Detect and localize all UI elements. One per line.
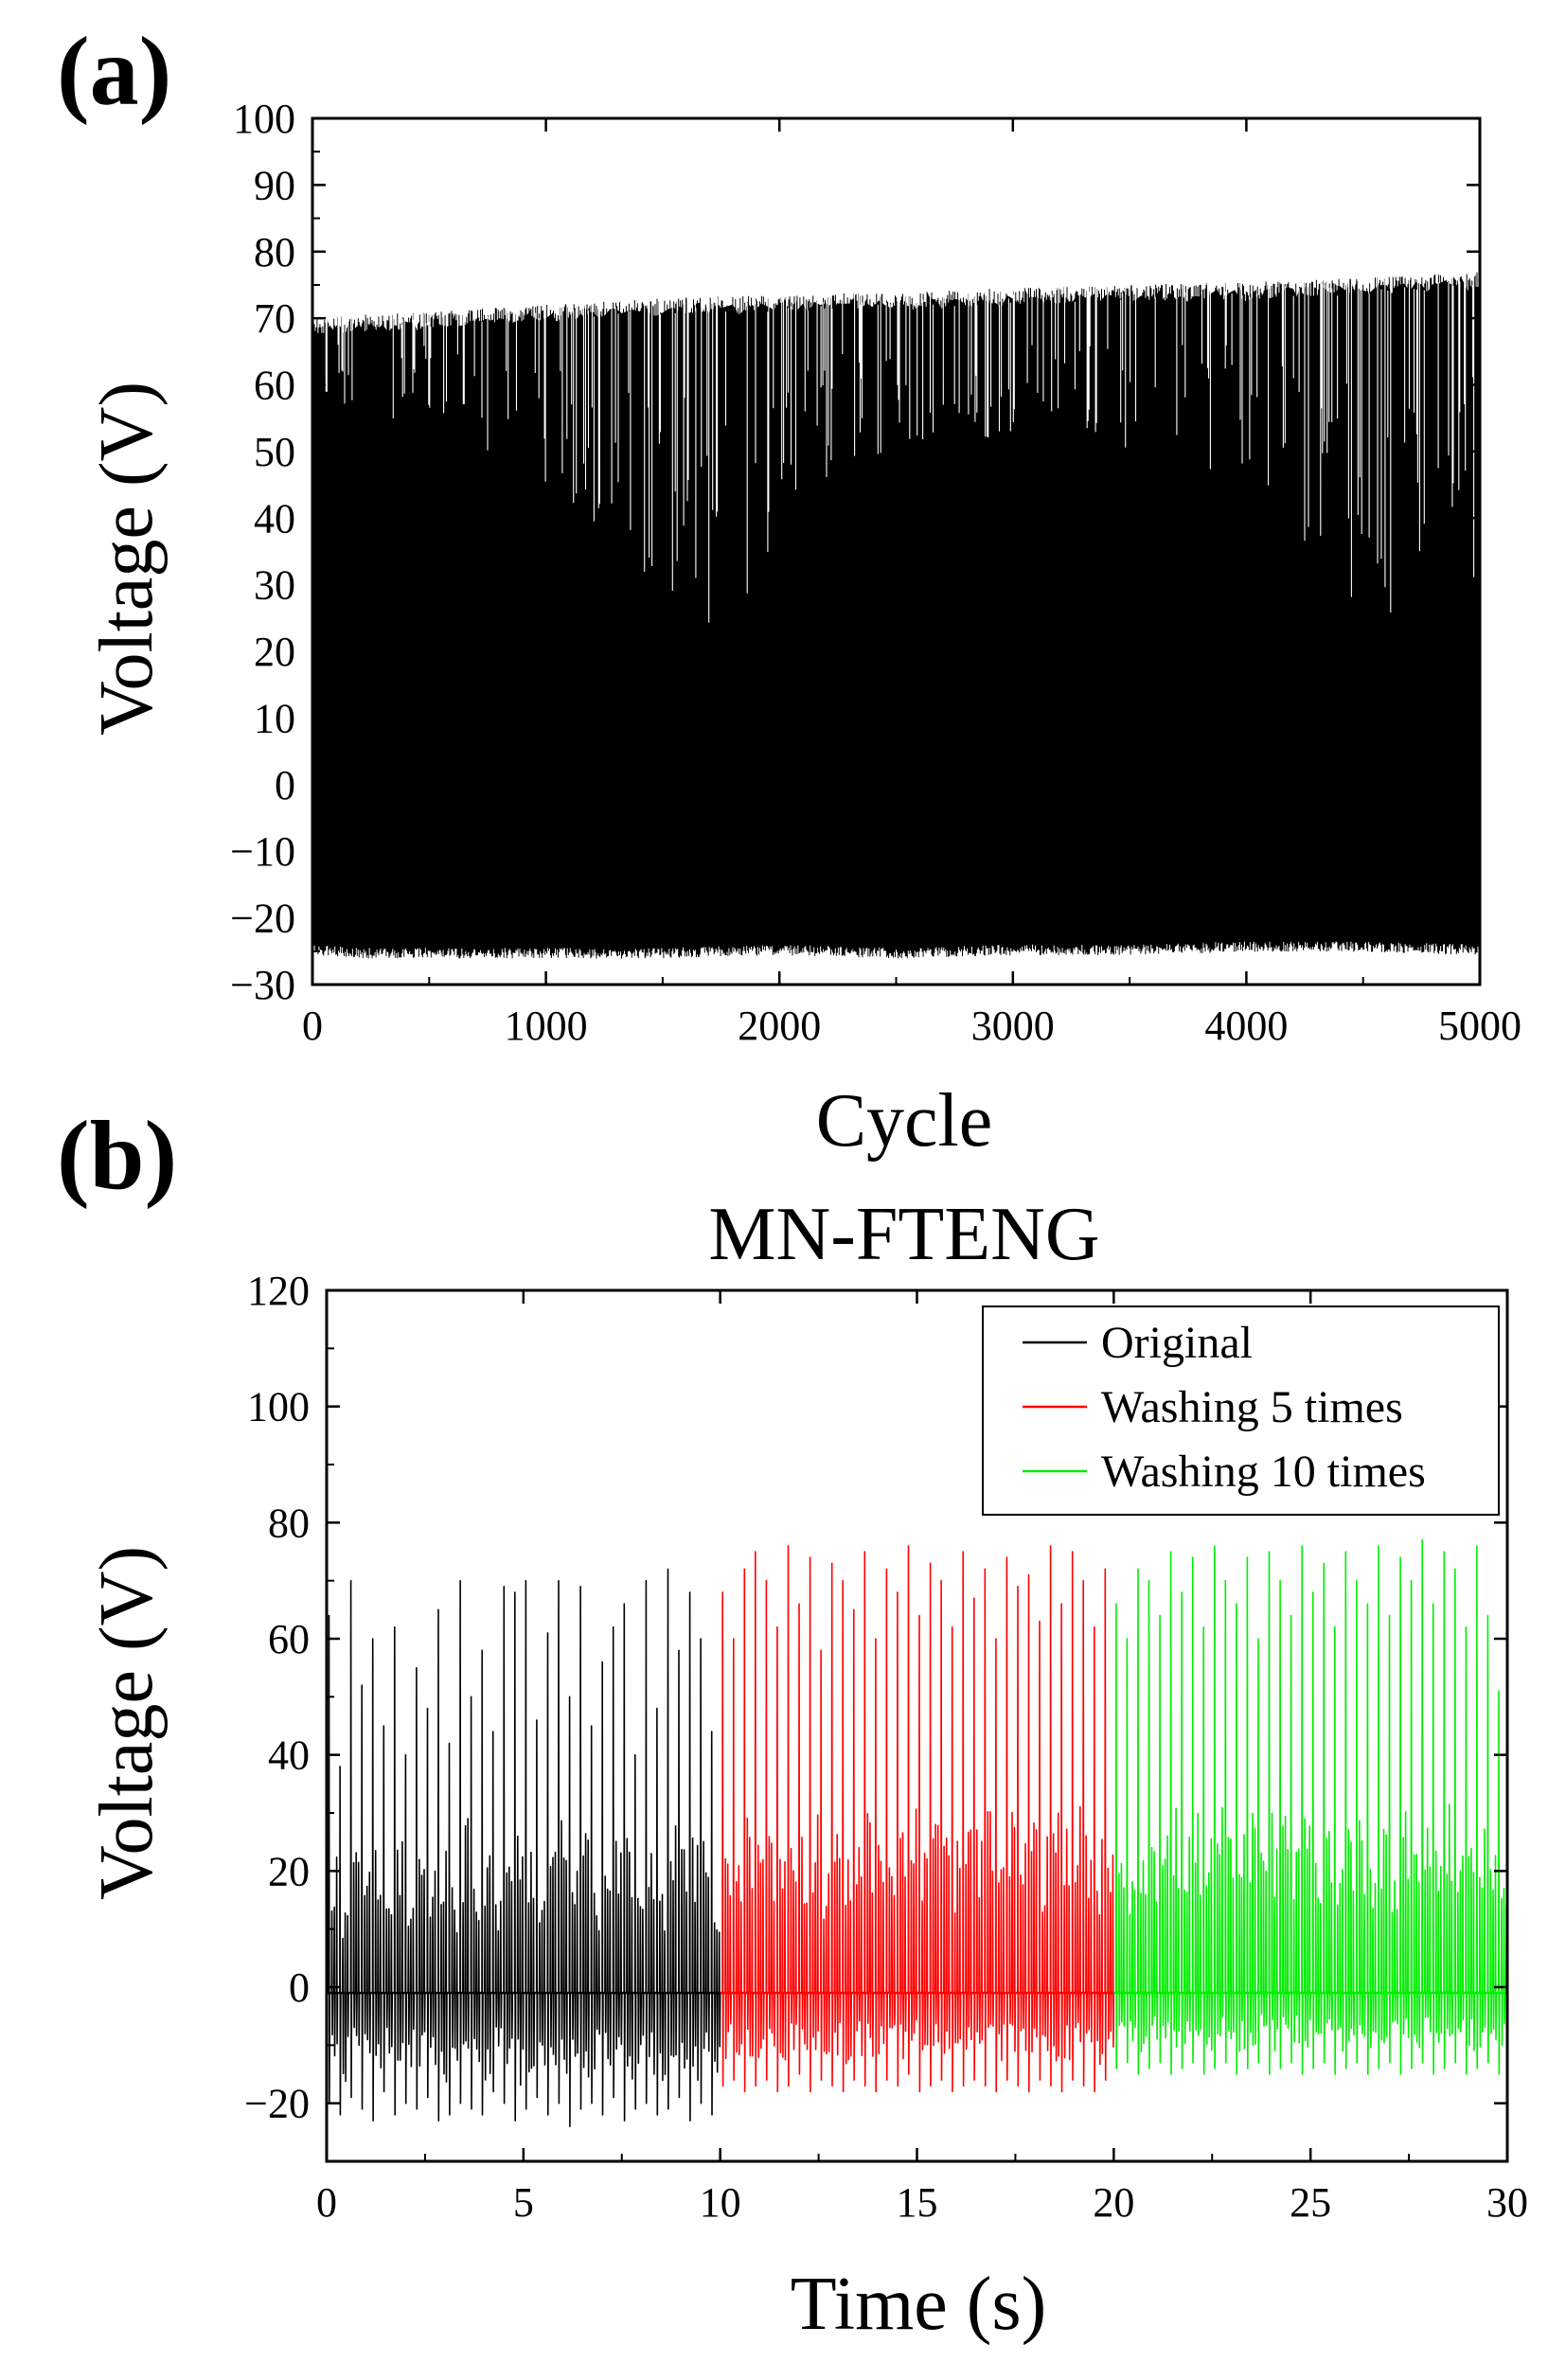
y-tick-label: −30: [230, 962, 295, 1008]
y-tick-label: 80: [268, 1500, 310, 1546]
series-washing-5-times: [720, 1545, 1115, 2093]
x-tick-label: 25: [1290, 2179, 1331, 2226]
panel-b-title: MN-FTENG: [708, 1193, 1099, 1276]
panel-a-ylabel: Voltage (V): [85, 382, 169, 736]
y-tick-label: −20: [244, 2081, 310, 2127]
series-washing-10-times: [1113, 1538, 1508, 2075]
panel-b: (b) MN-FTENG −20 0 20 40 60 80 100 120 0 5 10 15 20…: [57, 1101, 1528, 2346]
panel-a-x-ticks: 0 1000 2000 3000 4000 5000: [302, 118, 1522, 1049]
y-tick-label: 100: [247, 1384, 310, 1430]
y-tick-label: −20: [230, 896, 295, 942]
y-tick-label: 120: [247, 1268, 310, 1314]
x-tick-label: 5000: [1438, 1003, 1522, 1049]
panel-b-xlabel: Time (s): [791, 2263, 1046, 2346]
y-tick-label: 60: [254, 363, 295, 409]
panel-b-legend: Original Washing 5 times Washing 10 times: [982, 1305, 1500, 1516]
voltage-series-gaps: [325, 274, 1475, 623]
panel-b-ylabel: Voltage (V): [85, 1546, 169, 1900]
legend-label: Washing 5 times: [1101, 1382, 1403, 1432]
x-tick-label: 0: [316, 2179, 337, 2226]
panel-b-x-ticks: 0 5 10 15 20 25 30: [316, 1290, 1528, 2226]
y-tick-label: 20: [268, 1848, 310, 1894]
y-tick-label: 40: [254, 495, 295, 542]
x-tick-label: 4000: [1204, 1003, 1288, 1049]
x-tick-label: 5: [513, 2179, 534, 2226]
y-tick-label: 40: [268, 1732, 310, 1779]
panel-b-label: (b): [57, 1101, 177, 1210]
y-tick-label: 90: [254, 162, 295, 208]
y-tick-label: 20: [254, 629, 295, 675]
y-tick-label: 80: [254, 229, 295, 275]
legend-label: Original: [1101, 1318, 1253, 1368]
panel-b-y-ticks: −20 0 20 40 60 80 100 120: [244, 1268, 1507, 2127]
panel-a-label: (a): [57, 17, 171, 126]
legend-item: Original: [1023, 1318, 1253, 1368]
panel-a-xlabel: Cycle: [816, 1079, 993, 1163]
panel-a-plot-area: [311, 116, 1482, 986]
y-tick-label: 60: [268, 1616, 310, 1662]
legend-item: Washing 10 times: [1023, 1447, 1426, 1497]
y-tick-label: 50: [254, 429, 295, 475]
y-tick-label: 100: [233, 96, 295, 142]
x-tick-label: 0: [302, 1003, 323, 1049]
y-tick-label: −10: [230, 828, 295, 875]
x-tick-label: 30: [1486, 2179, 1528, 2226]
x-tick-label: 1000: [505, 1003, 588, 1049]
panel-a-y-ticks: −30 −20 −10 0 10 20 30 40 50 60 70 80 90 100: [230, 96, 1480, 1008]
x-tick-label: 15: [897, 2179, 938, 2226]
series-original: [327, 1568, 721, 2127]
y-tick-label: 70: [254, 295, 295, 342]
legend-item: Washing 5 times: [1023, 1382, 1403, 1432]
x-tick-label: 2000: [738, 1003, 821, 1049]
x-tick-label: 10: [700, 2179, 741, 2226]
legend-label: Washing 10 times: [1101, 1447, 1426, 1497]
y-tick-label: 30: [254, 562, 295, 609]
y-tick-label: 10: [254, 695, 295, 741]
series-line: [327, 1568, 721, 2127]
y-tick-label: 0: [275, 762, 295, 808]
y-tick-label: 0: [289, 1964, 310, 2011]
panel-a: (a) −30 −20 −10 0 10 20 30 40 50 60 70 80 90 100 0 100…: [57, 17, 1522, 1163]
legend-box: [982, 1305, 1500, 1516]
x-tick-label: 20: [1093, 2179, 1134, 2226]
x-tick-label: 3000: [971, 1003, 1055, 1049]
series-line: [720, 1545, 1115, 2093]
